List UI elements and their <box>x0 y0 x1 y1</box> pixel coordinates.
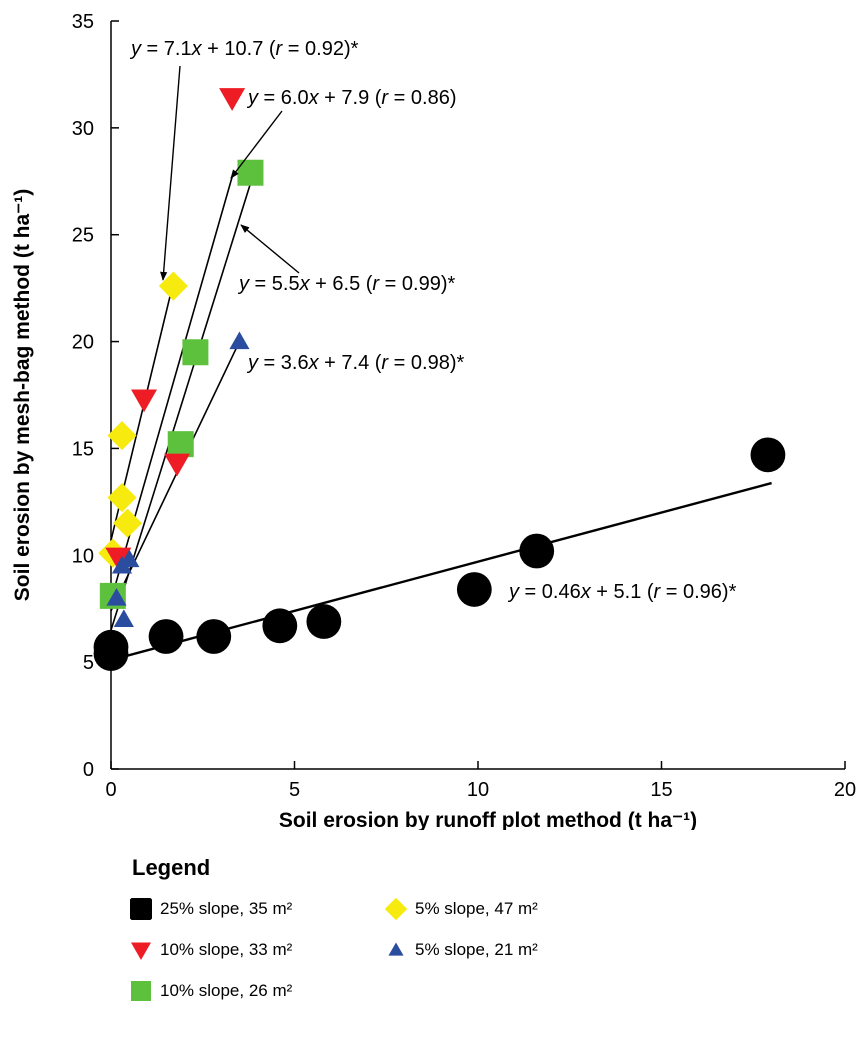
y-tick-label: 30 <box>72 118 94 140</box>
annotation-arrow <box>230 110 283 179</box>
legend-marker <box>385 898 407 920</box>
fit-equations: y = 0.46x + 5.1 (r = 0.96)* y = 6.0x + 7.… <box>129 38 737 603</box>
x-tick-label: 5 <box>289 779 300 801</box>
data-point <box>262 608 298 644</box>
x-tick-label: 15 <box>650 779 672 801</box>
y-tick-label: 35 <box>72 11 94 33</box>
annotation-arrows <box>160 65 300 281</box>
legend-label: 10% slope, 26 m² <box>160 981 293 1000</box>
data-point <box>167 431 194 458</box>
fit-equation: y = 6.0x + 7.9 (r = 0.86) <box>246 87 456 109</box>
legend-marker-shape <box>130 898 152 920</box>
data-point <box>131 389 158 413</box>
data-point <box>456 572 492 607</box>
legend-marker <box>388 942 404 956</box>
data-point <box>105 547 132 571</box>
fit-equation: y = 3.6x + 7.4 (r = 0.98)* <box>246 352 464 374</box>
legend-marker-shape <box>131 942 151 960</box>
x-tick-label: 20 <box>834 779 856 801</box>
legend-item: 25% slope, 35 m² <box>130 897 385 921</box>
y-tick-label: 5 <box>83 652 94 674</box>
data-points <box>93 88 786 671</box>
fit-line <box>110 176 233 601</box>
axes: 0 5 10 15 20 0 5 10 15 20 25 30 35 <box>72 11 856 801</box>
fit-equation: y = 5.5x + 6.5 (r = 0.99)* <box>237 273 455 295</box>
data-point <box>519 533 555 569</box>
legend-items: 25% slope, 35 m² 5% slope, 47 m² 10% slope… <box>130 897 730 1003</box>
data-point <box>107 483 137 513</box>
legend-marker-shape <box>131 981 151 1001</box>
data-point <box>119 549 140 568</box>
y-tick-label: 25 <box>72 225 94 247</box>
scatter-chart: 0 5 10 15 20 0 5 10 15 20 25 30 35 y = 0.46x + 5.1 (… <box>11 11 856 830</box>
legend-marker-shape <box>388 942 404 956</box>
x-axis-title: Soil erosion by runoff plot method (t ha… <box>279 809 697 830</box>
data-point <box>750 437 786 473</box>
y-tick-label: 10 <box>72 545 94 567</box>
data-point <box>106 587 127 606</box>
data-point <box>164 453 191 477</box>
legend-marker <box>131 981 151 1001</box>
data-point <box>229 331 250 350</box>
data-point <box>196 619 232 654</box>
y-tick-label: 0 <box>83 759 94 781</box>
y-tick-label: 20 <box>72 332 94 354</box>
fit-equation: y = 7.1x + 10.7 (r = 0.92)* <box>129 38 359 60</box>
legend-title: Legend <box>132 855 211 880</box>
legend: Legend 25% slope, 35 m² 5% slope, 47 m² 10… <box>130 855 730 1003</box>
y-tick-label: 15 <box>72 438 94 460</box>
legend-item: 10% slope, 26 m² <box>130 979 385 1003</box>
data-point <box>148 619 184 654</box>
legend-label: 5% slope, 21 m² <box>415 940 538 959</box>
legend-item: 5% slope, 47 m² <box>385 897 645 921</box>
legend-label: 5% slope, 47 m² <box>415 899 538 918</box>
data-point <box>306 604 342 639</box>
legend-item: 5% slope, 21 m² <box>385 938 645 962</box>
fit-line <box>110 171 255 631</box>
annotation-arrow <box>160 65 181 281</box>
data-point <box>182 339 209 366</box>
data-point <box>113 609 134 627</box>
data-point <box>219 88 246 111</box>
legend-label: 25% slope, 35 m² <box>160 899 293 918</box>
x-tick-label: 0 <box>105 779 116 801</box>
data-point <box>93 629 129 665</box>
fit-equation: y = 0.46x + 5.1 (r = 0.96)* <box>507 581 737 603</box>
legend-marker <box>131 942 151 960</box>
data-point <box>107 421 137 451</box>
y-axis-title: Soil erosion by mesh-bag method (t ha⁻¹) <box>11 189 34 601</box>
legend-label: 10% slope, 33 m² <box>160 940 293 959</box>
data-point <box>112 508 143 538</box>
annotation-arrow <box>240 224 300 274</box>
legend-item: 10% slope, 33 m² <box>130 938 385 962</box>
legend-marker <box>130 898 152 920</box>
legend-marker-shape <box>385 898 407 920</box>
x-tick-label: 10 <box>467 779 489 801</box>
